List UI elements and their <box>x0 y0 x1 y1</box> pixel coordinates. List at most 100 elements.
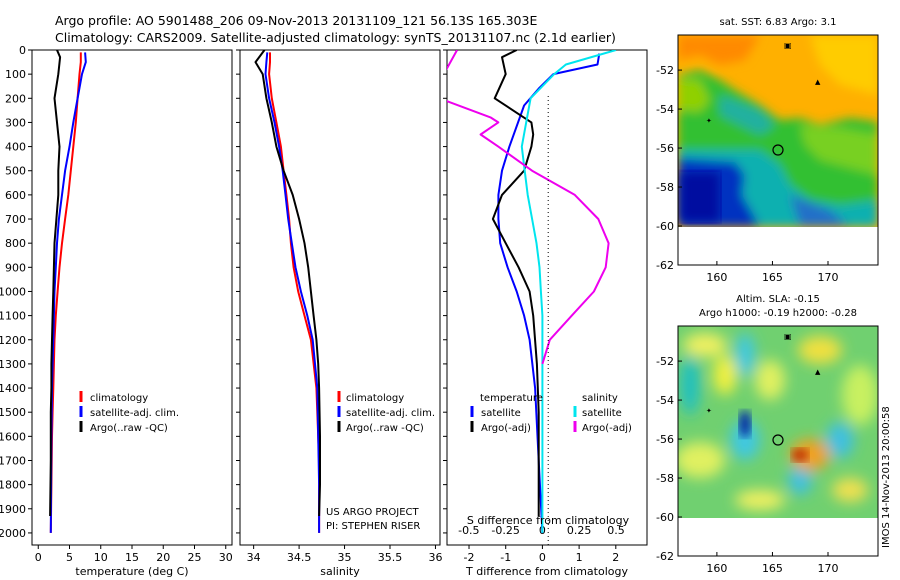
sla-float-symbol: ✦ <box>706 407 712 415</box>
map-x-tick-label: 170 <box>818 562 839 575</box>
y-tick-label: 1500 <box>0 406 26 419</box>
sla-anomaly <box>798 336 842 364</box>
map-x-tick-label: 165 <box>762 271 783 284</box>
map-axes: 160 165 170 -52 -54 -56 -58 -60 -62 160 165 170 -52 -… <box>656 64 838 575</box>
map-y-tick-label: -56 <box>656 142 674 155</box>
y-tick-label: 500 <box>5 165 26 178</box>
x-tick-label: 20 <box>156 551 170 564</box>
y-tick-label: 700 <box>5 213 26 226</box>
map-y-tick-label: -52 <box>656 64 674 77</box>
sst-cool-zone <box>720 95 775 135</box>
x-tick-label: 10 <box>94 551 108 564</box>
sla-anomaly <box>826 422 854 458</box>
sla-map-subtitle: Argo h1000: -0.19 h2000: -0.28 <box>699 308 857 319</box>
x-tick-label: 0 <box>539 551 546 564</box>
sst-warm-patch <box>678 35 760 65</box>
temperature-legend: climatology satellite-adj. clim. Argo(..… <box>79 391 179 434</box>
temperature-panel-frame <box>31 49 233 546</box>
y-tick-label: 100 <box>5 68 26 81</box>
sst-deep-blue-patch <box>680 172 720 222</box>
x-tick-label: 34 <box>247 551 261 564</box>
map-y-tick-label: -60 <box>656 511 674 524</box>
axes-layer: 0 5 10 15 20 25 300100200300400500600700800900… <box>0 44 625 564</box>
legend-title-temperature: temperature <box>480 393 543 404</box>
sst-float-symbol: ▲ <box>815 78 821 86</box>
x-tick-label: 5 <box>66 551 73 564</box>
sdiff-xlabel: S difference from climatology <box>467 514 630 527</box>
map-y-tick-label: -62 <box>656 259 674 272</box>
sst-map-frame <box>677 34 879 266</box>
series-line-argo---raw--qc- <box>254 50 321 517</box>
x-tick-label: 2 <box>612 551 619 564</box>
sla-anomaly <box>832 478 868 502</box>
y-tick-label: 1300 <box>0 358 26 371</box>
series-line-argo--adj- <box>491 50 540 516</box>
series-line-satellite-adj--clim- <box>49 52 87 533</box>
sla-low-core <box>739 410 751 438</box>
legend-label-s-satellite: satellite <box>582 408 622 419</box>
legend-label-satellite: satellite-adj. clim. <box>346 408 435 419</box>
sla-anomaly <box>735 333 755 377</box>
y-tick-label: 1000 <box>0 285 26 298</box>
map-y-tick-label: -58 <box>656 181 674 194</box>
legend-label-climatology: climatology <box>346 393 404 404</box>
tdiff-xlabel: T difference from climatology <box>465 565 628 578</box>
map-y-tick-label: -56 <box>656 433 674 446</box>
map-y-tick-label: -58 <box>656 472 674 485</box>
sst-argo-marker <box>772 144 784 156</box>
sla-float-symbol: ▲ <box>815 368 821 376</box>
legend-label-t-argo: Argo(-adj) <box>481 423 531 434</box>
x-tick-label: 35 <box>338 551 352 564</box>
legend-label-argo: Argo(..raw -QC) <box>90 423 168 434</box>
x-tick-label: -2 <box>464 551 475 564</box>
y-tick-label: 1700 <box>0 454 26 467</box>
sla-map <box>678 326 878 518</box>
temperature-xlabel: temperature (deg C) <box>75 565 188 578</box>
y-tick-label: 2000 <box>0 527 26 540</box>
sla-map-title: Altim. SLA: -0.15 <box>736 294 820 305</box>
series-group <box>447 50 617 533</box>
project-line1: US ARGO PROJECT <box>326 507 420 518</box>
sla-anomaly <box>788 465 812 495</box>
y-tick-label: 1900 <box>0 503 26 516</box>
lines-layer <box>49 50 617 533</box>
x2-tick-label: 0.25 <box>567 524 592 537</box>
sla-anomaly <box>842 365 878 425</box>
y-tick-label: 1400 <box>0 382 26 395</box>
legend-label-t-satellite: satellite <box>481 408 521 419</box>
x-tick-label: 35.5 <box>378 551 403 564</box>
sla-anomaly <box>713 355 737 395</box>
x-tick-label: 30 <box>219 551 233 564</box>
sst-warm-patch <box>810 35 878 95</box>
x2-tick-label: 0.5 <box>607 524 625 537</box>
map-y-tick-label: -54 <box>656 394 674 407</box>
sla-anomaly <box>678 442 725 478</box>
sla-anomaly <box>683 333 727 357</box>
x2-tick-label: -0.25 <box>491 524 519 537</box>
y-tick-label: 1600 <box>0 430 26 443</box>
y-tick-label: 1100 <box>0 310 26 323</box>
legend-label-climatology: climatology <box>90 393 148 404</box>
legend-label-argo: Argo(..raw -QC) <box>346 423 424 434</box>
sst-float-symbol: ✦ <box>706 117 712 125</box>
sla-anomaly <box>790 439 830 471</box>
series-line-argo---raw--qc- <box>49 50 62 517</box>
salinity-legend: climatology satellite-adj. clim. Argo(..… <box>337 391 435 434</box>
series-group <box>254 50 321 533</box>
salinity-panel-frame <box>239 49 441 546</box>
sla-anomaly <box>755 360 785 400</box>
difference-legend: temperature satellite Argo(-adj) salinit… <box>470 393 632 434</box>
sla-map-frame <box>677 325 879 557</box>
legend-title-salinity: salinity <box>582 393 618 404</box>
map-y-tick-label: -52 <box>656 355 674 368</box>
y-tick-label: 0 <box>19 44 26 57</box>
series-line-satellite-adj--clim- <box>264 52 321 533</box>
x-tick-label: 1 <box>576 551 583 564</box>
difference-panel-frame <box>446 49 648 546</box>
series-line-satellite <box>497 53 601 533</box>
x2-tick-label: -0.5 <box>458 524 479 537</box>
header-line1: Argo profile: AO 5901488_206 09-Nov-2013… <box>55 13 537 28</box>
sst-map <box>678 35 878 227</box>
x-tick-label: 25 <box>188 551 202 564</box>
